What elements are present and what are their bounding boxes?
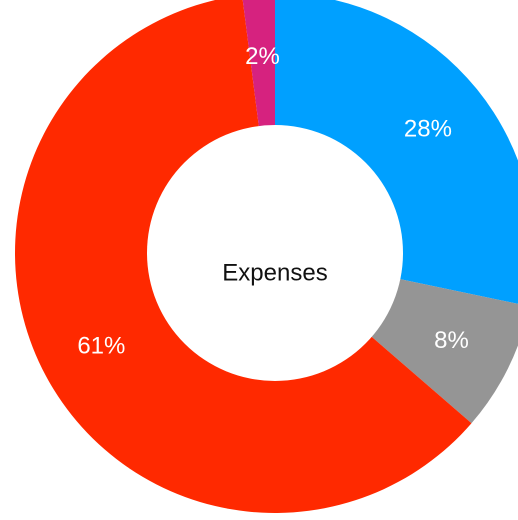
slice-label-1: 8% <box>434 327 469 354</box>
slice-label-2: 61% <box>77 333 125 360</box>
slice-labels: 28% 8% 61% 2% <box>77 43 469 360</box>
donut-hole <box>147 125 403 381</box>
slice-label-3: 2% <box>245 43 280 70</box>
slice-label-0: 28% <box>404 115 452 142</box>
center-label: Expenses <box>222 260 327 287</box>
